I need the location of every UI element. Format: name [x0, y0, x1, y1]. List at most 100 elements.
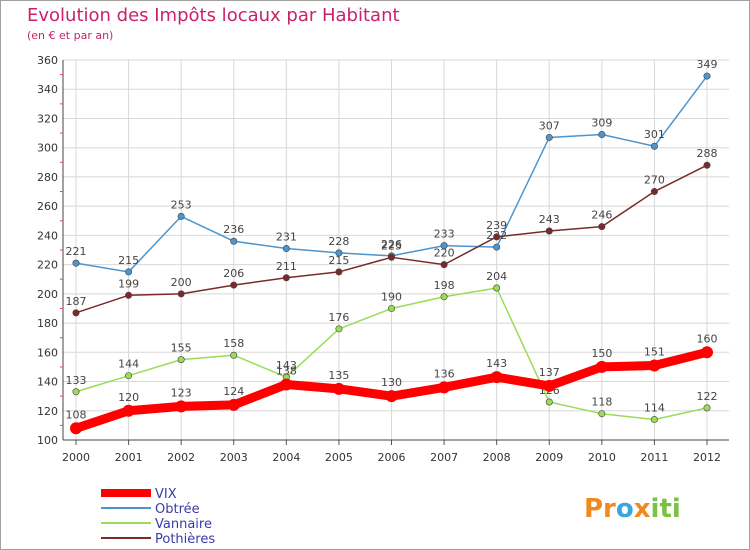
data-point: [72, 259, 80, 267]
data-label: 160: [697, 332, 718, 345]
data-point: [650, 416, 658, 424]
data-label: 136: [434, 367, 455, 380]
data-point: [650, 142, 658, 150]
data-label: 309: [591, 117, 612, 130]
data-label: 239: [486, 219, 507, 232]
data-label: 151: [644, 345, 665, 358]
data-point: [701, 346, 713, 359]
data-point: [230, 351, 238, 359]
data-label: 155: [171, 342, 192, 355]
data-label: 215: [118, 254, 139, 267]
data-label: 301: [644, 128, 665, 141]
data-label: 135: [328, 369, 349, 382]
data-label: 243: [539, 213, 560, 226]
data-point: [703, 404, 711, 412]
data-label: 122: [697, 390, 718, 403]
data-label: 114: [644, 402, 665, 415]
data-label: 233: [434, 228, 455, 241]
x-tick-label: 2007: [430, 451, 458, 464]
x-tick-label: 2012: [693, 451, 721, 464]
data-point: [438, 381, 451, 394]
data-point: [543, 379, 556, 392]
data-label: 143: [276, 359, 297, 372]
data-point: [70, 422, 82, 435]
data-point: [387, 253, 395, 261]
x-tick-label: 2008: [483, 451, 511, 464]
data-point: [125, 268, 133, 276]
data-point: [72, 388, 80, 396]
data-point: [282, 245, 290, 253]
data-point: [598, 131, 606, 139]
data-point: [440, 293, 448, 301]
legend-label: Obtrée: [155, 502, 200, 517]
data-point: [545, 398, 553, 406]
data-point: [335, 268, 343, 276]
data-point: [440, 261, 448, 269]
data-point: [545, 133, 553, 141]
data-point: [490, 371, 503, 384]
series-vix: 108 120 123 124 138 135 130 136 143 137 150 151 160: [66, 332, 718, 435]
data-label: 204: [486, 270, 507, 283]
data-label: 199: [118, 277, 139, 290]
data-label: 133: [66, 374, 87, 387]
y-tick-label: 100: [37, 434, 58, 447]
y-tick-label: 260: [37, 200, 58, 213]
data-point: [175, 400, 188, 413]
y-tick-label: 120: [37, 405, 58, 418]
y-tick-label: 140: [37, 376, 58, 389]
data-label: 231: [276, 231, 297, 244]
legend-label: Vannaire: [155, 517, 212, 532]
x-tick-label: 2006: [378, 451, 406, 464]
data-label: 211: [276, 260, 297, 273]
legend-label: Pothières: [155, 532, 215, 547]
data-point: [122, 404, 135, 417]
data-point: [230, 281, 238, 289]
brand-logo-part: x: [634, 494, 651, 524]
y-tick-label: 220: [37, 259, 58, 272]
y-tick-label: 160: [37, 346, 58, 359]
data-label: 158: [223, 337, 244, 350]
data-point: [125, 291, 133, 299]
data-point: [177, 212, 185, 220]
data-label: 221: [66, 245, 87, 258]
data-label: 137: [539, 366, 560, 379]
data-label: 349: [697, 58, 718, 71]
data-label: 288: [697, 147, 718, 160]
data-label: 220: [434, 247, 455, 260]
data-point: [177, 290, 185, 298]
data-label: 130: [381, 376, 402, 389]
x-tick-label: 2001: [115, 451, 143, 464]
data-label: 236: [223, 223, 244, 236]
data-label: 225: [381, 239, 402, 252]
brand-logo-part: Pr: [584, 494, 616, 524]
y-tick-label: 360: [37, 54, 58, 67]
data-label: 198: [434, 279, 455, 292]
data-point: [387, 304, 395, 312]
data-point: [385, 390, 398, 403]
data-point: [595, 360, 608, 373]
x-tick-label: 2010: [588, 451, 616, 464]
data-point: [335, 325, 343, 333]
x-tick-label: 2003: [220, 451, 248, 464]
data-label: 150: [591, 347, 612, 360]
data-label: 118: [591, 396, 612, 409]
data-label: 138: [276, 364, 297, 377]
x-tick-label: 2005: [325, 451, 353, 464]
data-label: 215: [328, 254, 349, 267]
data-point: [332, 382, 345, 395]
y-tick-label: 320: [37, 112, 58, 125]
y-tick-label: 340: [37, 83, 58, 96]
data-point: [125, 372, 133, 380]
data-label: 246: [591, 209, 612, 222]
data-label: 307: [539, 119, 560, 132]
chart-subtitle: (en € et par an): [27, 29, 114, 42]
data-point: [703, 72, 711, 80]
y-tick-label: 240: [37, 229, 58, 242]
data-point: [648, 359, 661, 372]
y-tick-label: 180: [37, 317, 58, 330]
data-point: [493, 284, 501, 292]
data-point: [598, 410, 606, 418]
data-point: [493, 233, 501, 241]
